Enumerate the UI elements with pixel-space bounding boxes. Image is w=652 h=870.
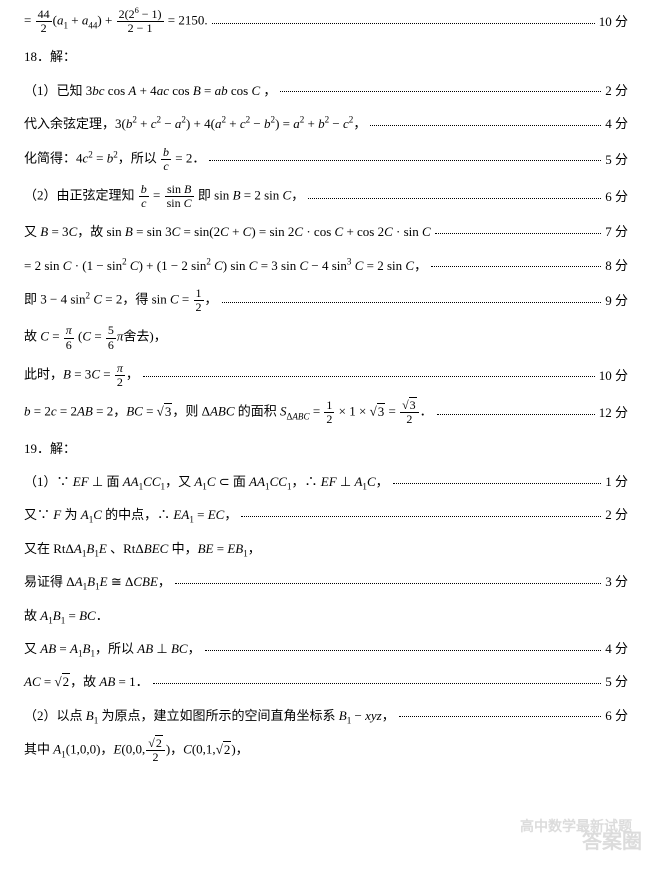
q18-step5: 又 B = 3C，故 sin B = sin 3C = sin(2C + C) … bbox=[24, 220, 628, 243]
leader-dots bbox=[370, 118, 601, 126]
q19-step3: 又在 RtΔA1B1E 、RtΔBEC 中，BE = EB1， bbox=[24, 537, 628, 560]
leader-dots bbox=[143, 370, 595, 378]
line-formula-2150: = 442(a1 + a44) + 2(26 − 1)2 − 1 = 2150.… bbox=[24, 8, 628, 35]
step-text: b = 2c = 2AB = 2，BC = √3，则 ΔABC 的面积 SΔAB… bbox=[24, 399, 433, 426]
step-text: = 2 sin C · (1 − sin2 C) + (1 − 2 sin2 C… bbox=[24, 254, 427, 277]
score-text: 6 分 bbox=[605, 704, 628, 727]
q18-step1: （1）已知 3bc cos A + 4ac cos B = ab cos C ，… bbox=[24, 79, 628, 102]
leader-dots bbox=[399, 710, 601, 718]
leader-dots bbox=[308, 191, 601, 199]
step-text: （2）以点 B1 为原点，建立如图所示的空间直角坐标系 B1 − xyz， bbox=[24, 704, 395, 727]
leader-dots bbox=[205, 643, 602, 651]
q19-step8: （2）以点 B1 为原点，建立如图所示的空间直角坐标系 B1 − xyz， 6 … bbox=[24, 704, 628, 727]
score-text: 2 分 bbox=[605, 503, 628, 526]
q18-step9: 此时，B = 3C = π2， 10 分 bbox=[24, 362, 628, 389]
leader-dots bbox=[437, 407, 595, 415]
step-text: 又 B = 3C，故 sin B = sin 3C = sin(2C + C) … bbox=[24, 220, 431, 243]
step-text: 易证得 ΔA1B1E ≅ ΔCBE， bbox=[24, 570, 171, 593]
score-text: 10 分 bbox=[599, 10, 628, 33]
score-text: 1 分 bbox=[605, 470, 628, 493]
step-text: （2）由正弦定理知 bc = sin Bsin C 即 sin B = 2 si… bbox=[24, 183, 304, 210]
step-text: （1）已知 3bc cos A + 4ac cos B = ab cos C ， bbox=[24, 79, 276, 102]
q18-step8: 故 C = π6 (C = 56π舍去)， bbox=[24, 324, 628, 351]
q18-step7: 即 3 − 4 sin2 C = 2，得 sin C = 12， 9 分 bbox=[24, 287, 628, 314]
leader-dots bbox=[212, 16, 595, 24]
step-text: 又∵ F 为 A1C 的中点，∴ EA1 = EC， bbox=[24, 503, 237, 526]
watermark-subtitle: 高中数学最新试题 bbox=[520, 815, 632, 840]
score-text: 10 分 bbox=[599, 364, 628, 387]
watermark-title: 答案圈 bbox=[582, 824, 642, 860]
score-text: 5 分 bbox=[605, 670, 628, 693]
step-text: 又在 RtΔA1B1E 、RtΔBEC 中，BE = EB1， bbox=[24, 537, 261, 560]
q19-step7: AC = √2，故 AB = 1． 5 分 bbox=[24, 670, 628, 693]
step-text: 此时，B = 3C = π2， bbox=[24, 362, 139, 389]
q19-step2: 又∵ F 为 A1C 的中点，∴ EA1 = EC， 2 分 bbox=[24, 503, 628, 526]
q18-step6: = 2 sin C · (1 − sin2 C) + (1 − 2 sin2 C… bbox=[24, 254, 628, 277]
leader-dots bbox=[153, 676, 602, 684]
score-text: 7 分 bbox=[605, 220, 628, 243]
leader-dots bbox=[431, 259, 601, 267]
q19-step1: （1）∵ EF ⊥ 面 AA1CC1，又 A1C ⊂ 面 AA1CC1，∴ EF… bbox=[24, 470, 628, 493]
step-text: （1）∵ EF ⊥ 面 AA1CC1，又 A1C ⊂ 面 AA1CC1，∴ EF… bbox=[24, 470, 389, 493]
step-text: 故 A1B1 = BC． bbox=[24, 604, 109, 627]
leader-dots bbox=[209, 153, 601, 161]
leader-dots bbox=[175, 576, 601, 584]
score-text: 4 分 bbox=[605, 112, 628, 135]
header-text: 18．解： bbox=[24, 45, 76, 68]
formula-text: = 442(a1 + a44) + 2(26 − 1)2 − 1 = 2150. bbox=[24, 8, 208, 35]
q18-step4: （2）由正弦定理知 bc = sin Bsin C 即 sin B = 2 si… bbox=[24, 183, 628, 210]
score-text: 12 分 bbox=[599, 401, 628, 424]
step-text: 又 AB = A1B1，所以 AB ⊥ BC， bbox=[24, 637, 201, 660]
leader-dots bbox=[280, 85, 601, 93]
score-text: 4 分 bbox=[605, 637, 628, 660]
q18-header: 18．解： bbox=[24, 45, 628, 68]
score-text: 5 分 bbox=[605, 148, 628, 171]
step-text: 故 C = π6 (C = 56π舍去)， bbox=[24, 324, 167, 351]
q19-step5: 故 A1B1 = BC． bbox=[24, 604, 628, 627]
q18-step10: b = 2c = 2AB = 2，BC = √3，则 ΔABC 的面积 SΔAB… bbox=[24, 399, 628, 426]
step-text: 其中 A1(1,0,0)，E(0,0,√22)，C(0,1,√2)， bbox=[24, 737, 249, 764]
leader-dots bbox=[393, 476, 602, 484]
score-text: 3 分 bbox=[605, 570, 628, 593]
step-text: 即 3 − 4 sin2 C = 2，得 sin C = 12， bbox=[24, 287, 218, 314]
q18-step2: 代入余弦定理，3(b2 + c2 − a2) + 4(a2 + c2 − b2)… bbox=[24, 112, 628, 135]
q19-step4: 易证得 ΔA1B1E ≅ ΔCBE， 3 分 bbox=[24, 570, 628, 593]
score-text: 6 分 bbox=[605, 185, 628, 208]
step-text: 化简得：4c2 = b2，所以 bc = 2． bbox=[24, 146, 205, 173]
leader-dots bbox=[241, 509, 601, 517]
score-text: 8 分 bbox=[605, 254, 628, 277]
q19-header: 19．解： bbox=[24, 437, 628, 460]
score-text: 2 分 bbox=[605, 79, 628, 102]
leader-dots bbox=[222, 295, 602, 303]
header-text: 19．解： bbox=[24, 437, 76, 460]
q19-step9: 其中 A1(1,0,0)，E(0,0,√22)，C(0,1,√2)， bbox=[24, 737, 628, 764]
score-text: 9 分 bbox=[605, 289, 628, 312]
leader-dots bbox=[435, 226, 602, 234]
step-text: AC = √2，故 AB = 1． bbox=[24, 670, 149, 693]
q18-step3: 化简得：4c2 = b2，所以 bc = 2． 5 分 bbox=[24, 146, 628, 173]
q19-step6: 又 AB = A1B1，所以 AB ⊥ BC， 4 分 bbox=[24, 637, 628, 660]
step-text: 代入余弦定理，3(b2 + c2 − a2) + 4(a2 + c2 − b2)… bbox=[24, 112, 366, 135]
